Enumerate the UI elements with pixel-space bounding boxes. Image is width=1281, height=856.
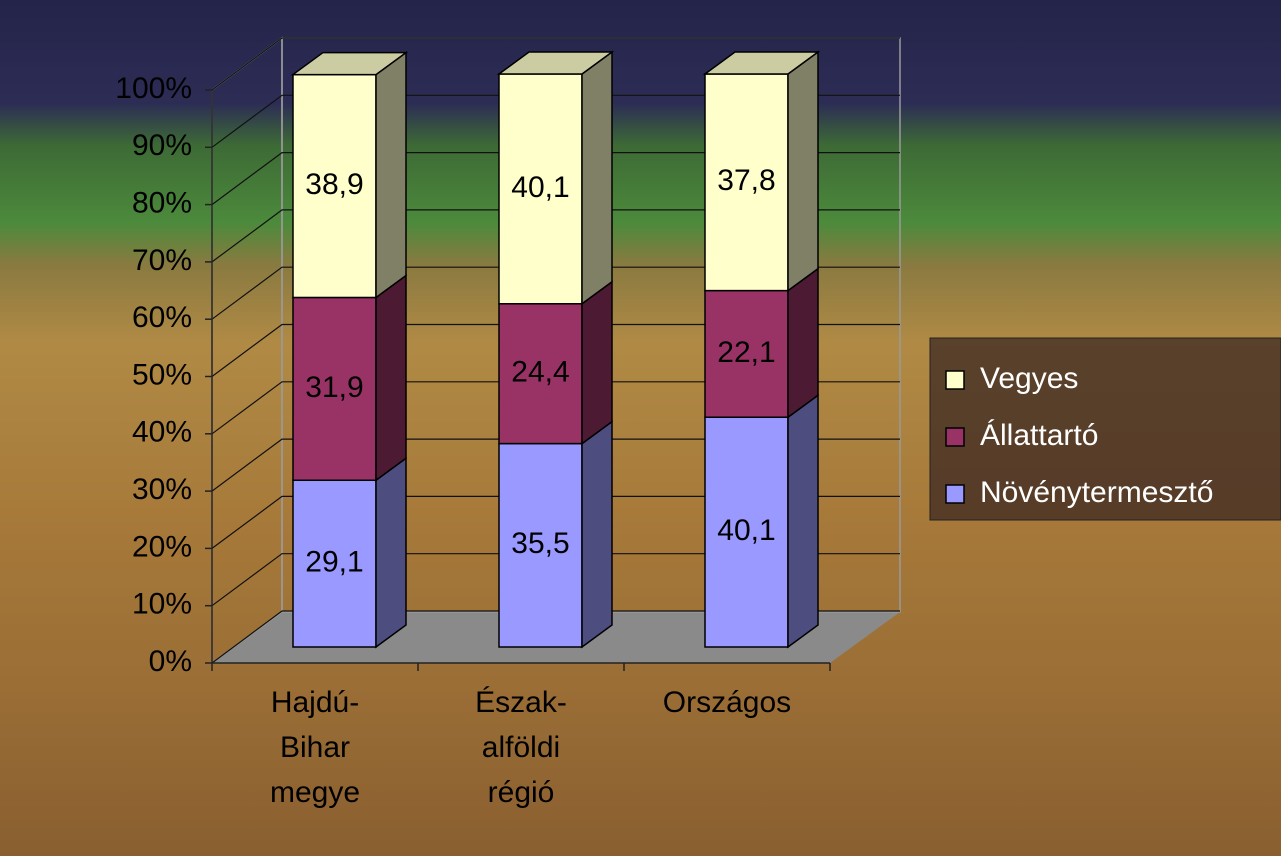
bar-side xyxy=(581,50,613,306)
legend-swatch xyxy=(945,370,965,390)
bar-segment xyxy=(702,50,821,293)
bar-top xyxy=(702,51,821,75)
legend-swatch xyxy=(945,427,965,447)
bar-side xyxy=(581,420,613,649)
y-tick-label: 100% xyxy=(115,72,192,105)
legend-box xyxy=(929,337,1281,521)
bar-segment xyxy=(292,456,407,649)
bar-front xyxy=(292,296,377,482)
data-label: 31,9 xyxy=(305,371,363,404)
data-label: 40,1 xyxy=(717,514,775,547)
bar-side xyxy=(375,456,407,649)
bar-segment xyxy=(704,393,819,649)
y-tick-label: 10% xyxy=(132,588,192,621)
bar-side xyxy=(375,273,407,482)
grid-line xyxy=(211,209,900,263)
bar-front xyxy=(498,442,583,648)
data-label: 35,5 xyxy=(511,527,569,560)
grid-line xyxy=(211,266,900,320)
bar-segment xyxy=(292,273,407,482)
grid-line xyxy=(211,323,900,377)
bar-segment xyxy=(496,50,615,306)
y-tick-label: 0% xyxy=(149,645,192,678)
bar-segment xyxy=(704,267,819,419)
y-tick-label: 90% xyxy=(132,129,192,162)
grid-line xyxy=(211,495,900,549)
grid-line xyxy=(211,381,900,435)
legend-label: Állattartó xyxy=(980,419,1098,452)
bar-side xyxy=(787,50,819,293)
y-tick-label: 20% xyxy=(132,530,192,563)
bar-segment xyxy=(290,51,409,299)
bar-top xyxy=(290,51,409,76)
grid-line xyxy=(211,610,900,664)
grid-line xyxy=(211,94,900,148)
x-tick-label: Országos xyxy=(662,686,792,719)
bar-side xyxy=(787,393,819,649)
data-label: 22,1 xyxy=(717,336,775,369)
grid-line xyxy=(211,553,900,607)
bar-front xyxy=(292,73,377,299)
bar-side xyxy=(787,267,819,419)
bar-front xyxy=(292,479,377,648)
grid-line xyxy=(211,438,900,492)
grid-line xyxy=(211,152,900,206)
bar-top xyxy=(496,51,615,75)
x-tick-label: Észak-alföldi régió xyxy=(475,686,567,809)
legend-swatch xyxy=(945,484,965,504)
y-tick-label: 50% xyxy=(132,358,192,391)
bar-side xyxy=(581,280,613,446)
y-tick-label: 70% xyxy=(132,244,192,277)
x-tick-label: Hajdú-Bihar megye xyxy=(269,686,361,809)
bar-front xyxy=(704,416,789,648)
y-tick-label: 30% xyxy=(132,473,192,506)
data-label: 37,8 xyxy=(717,164,775,197)
data-label: 29,1 xyxy=(305,546,363,579)
legend-label: Növénytermesztő xyxy=(980,476,1213,509)
y-tick-label: 80% xyxy=(132,187,192,220)
data-label: 40,1 xyxy=(511,171,569,204)
legend-label: Vegyes xyxy=(980,362,1078,395)
y-tick-label: 60% xyxy=(132,301,192,334)
grid-line xyxy=(211,37,900,91)
bar-segment xyxy=(498,420,613,649)
data-label: 38,9 xyxy=(305,168,363,201)
y-tick-label: 40% xyxy=(132,416,192,449)
bar-side xyxy=(375,51,407,299)
data-label: 24,4 xyxy=(511,356,569,389)
